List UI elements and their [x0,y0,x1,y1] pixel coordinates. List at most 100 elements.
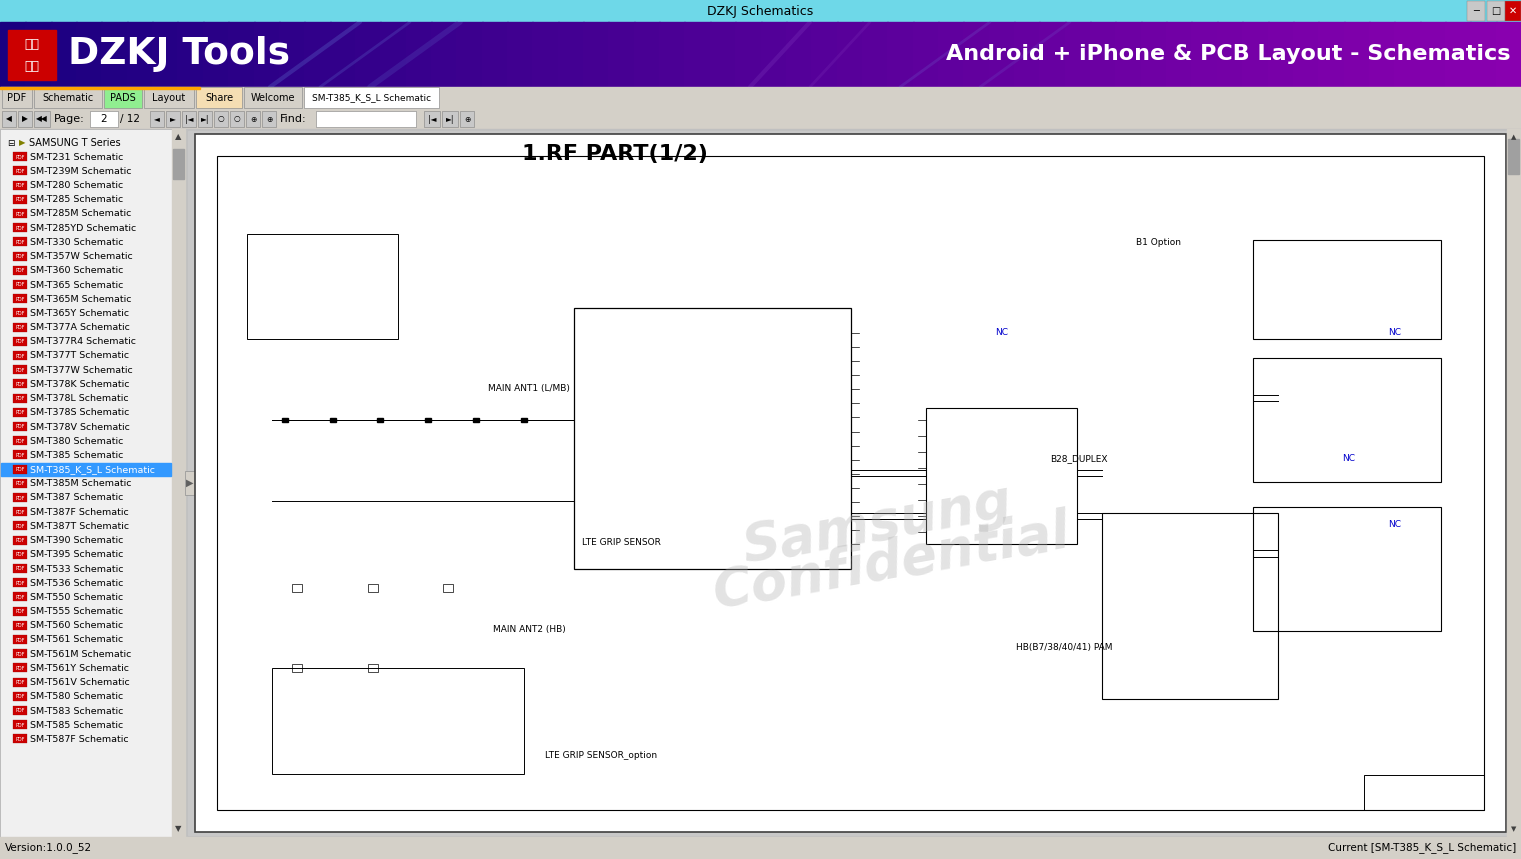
Text: Welcome: Welcome [251,93,295,103]
Bar [1191,22,1218,87]
Text: SM-T385_K_S_L Schematic: SM-T385_K_S_L Schematic [312,94,430,102]
Bar [14,265,27,275]
Bar [456,22,482,87]
Text: PDF: PDF [15,524,24,529]
Text: SM-T380 Schematic: SM-T380 Schematic [30,436,123,446]
Bar [938,22,964,87]
Text: SM-T580 Schematic: SM-T580 Schematic [30,692,123,701]
Bar [424,111,440,127]
Bar [202,22,230,87]
Bar [659,22,686,87]
Text: PDF: PDF [15,368,24,373]
Bar [1364,775,1484,810]
Bar [14,578,27,588]
Text: Schematic: Schematic [43,93,94,103]
Text: PDF: PDF [15,311,24,316]
Text: PDF: PDF [15,439,24,444]
Text: MAIN ANT1 (L/MB): MAIN ANT1 (L/MB) [488,384,570,393]
Text: ─: ─ [1472,6,1478,16]
Text: SAMSUNG T Series: SAMSUNG T Series [29,138,120,148]
Bar [837,22,862,87]
Text: PDF: PDF [15,296,24,302]
Bar [1065,22,1091,87]
Bar [278,22,306,87]
Text: PDF: PDF [15,169,24,174]
Text: SM-T231 Schematic: SM-T231 Schematic [30,153,123,161]
Text: SM-T550 Schematic: SM-T550 Schematic [30,593,123,602]
Bar [14,706,27,715]
Text: SM-T330 Schematic: SM-T330 Schematic [30,238,123,247]
Bar [173,149,184,179]
Bar [254,22,280,87]
Bar [14,436,27,445]
Text: B1 Option: B1 Option [1136,238,1182,247]
Text: SM-T560 Schematic: SM-T560 Schematic [30,621,123,631]
Bar [90,111,119,127]
Text: PDF: PDF [15,467,24,472]
Bar [8,30,56,80]
Text: LTE GRIP SENSOR: LTE GRIP SENSOR [581,538,660,547]
Text: Version:1.0.0_52: Version:1.0.0_52 [5,843,93,854]
Bar [14,167,27,175]
Bar [272,668,523,774]
Bar [887,22,914,87]
Text: PDF: PDF [15,680,24,685]
Bar [1167,22,1192,87]
Text: PDF: PDF [15,283,24,288]
Bar [218,156,1484,810]
Text: ▼: ▼ [175,825,181,833]
Text: PADS: PADS [110,93,135,103]
Bar [14,337,27,346]
Text: SM-T280 Schematic: SM-T280 Schematic [30,181,123,190]
Bar [14,422,27,431]
Bar [195,134,1506,832]
Bar [1343,22,1370,87]
Bar [281,418,287,422]
Text: LTE GRIP SENSOR_option: LTE GRIP SENSOR_option [546,751,657,759]
Text: SM-T365M Schematic: SM-T365M Schematic [30,295,131,304]
Bar [1319,22,1345,87]
Text: ⊕: ⊕ [249,114,256,124]
Text: PDF: PDF [15,424,24,430]
Bar [33,111,50,127]
Bar [532,22,558,87]
Bar [50,22,78,87]
Bar [1253,358,1442,482]
Text: SM-T378K Schematic: SM-T378K Schematic [30,380,129,389]
Text: SM-T387 Schematic: SM-T387 Schematic [30,494,123,503]
Bar [963,22,990,87]
Bar [482,22,508,87]
Bar [1115,22,1142,87]
Bar [14,180,27,190]
Bar [14,195,27,204]
Text: SM-T536 Schematic: SM-T536 Schematic [30,579,123,588]
Bar [316,111,417,127]
Text: ⊕: ⊕ [464,114,470,124]
Bar [292,583,303,592]
Text: ▶: ▶ [23,114,27,124]
Bar [144,87,195,108]
Bar [189,131,1516,835]
Text: 科技: 科技 [24,59,40,72]
Text: SM-T360 Schematic: SM-T360 Schematic [30,266,123,275]
Text: SM-T377T Schematic: SM-T377T Schematic [30,351,129,361]
Text: PDF: PDF [15,453,24,458]
Text: PDF: PDF [15,595,24,600]
Text: SM-T377A Schematic: SM-T377A Schematic [30,323,129,332]
Bar [684,22,710,87]
Text: ✕: ✕ [1509,6,1516,16]
Bar [573,308,850,569]
Text: B28_DUPLEX: B28_DUPLEX [1049,454,1107,463]
Bar [14,280,27,289]
Text: PDF: PDF [15,737,24,742]
Bar [126,22,154,87]
Bar [1507,129,1519,837]
Bar [14,521,27,530]
Bar [14,223,27,232]
Text: ○: ○ [234,114,240,124]
Text: ⊟: ⊟ [8,138,15,148]
Text: PDF: PDF [15,652,24,656]
Text: Android + iPhone & PCB Layout - Schematics: Android + iPhone & PCB Layout - Schemati… [946,45,1510,64]
Bar [14,621,27,630]
Bar [1141,22,1167,87]
